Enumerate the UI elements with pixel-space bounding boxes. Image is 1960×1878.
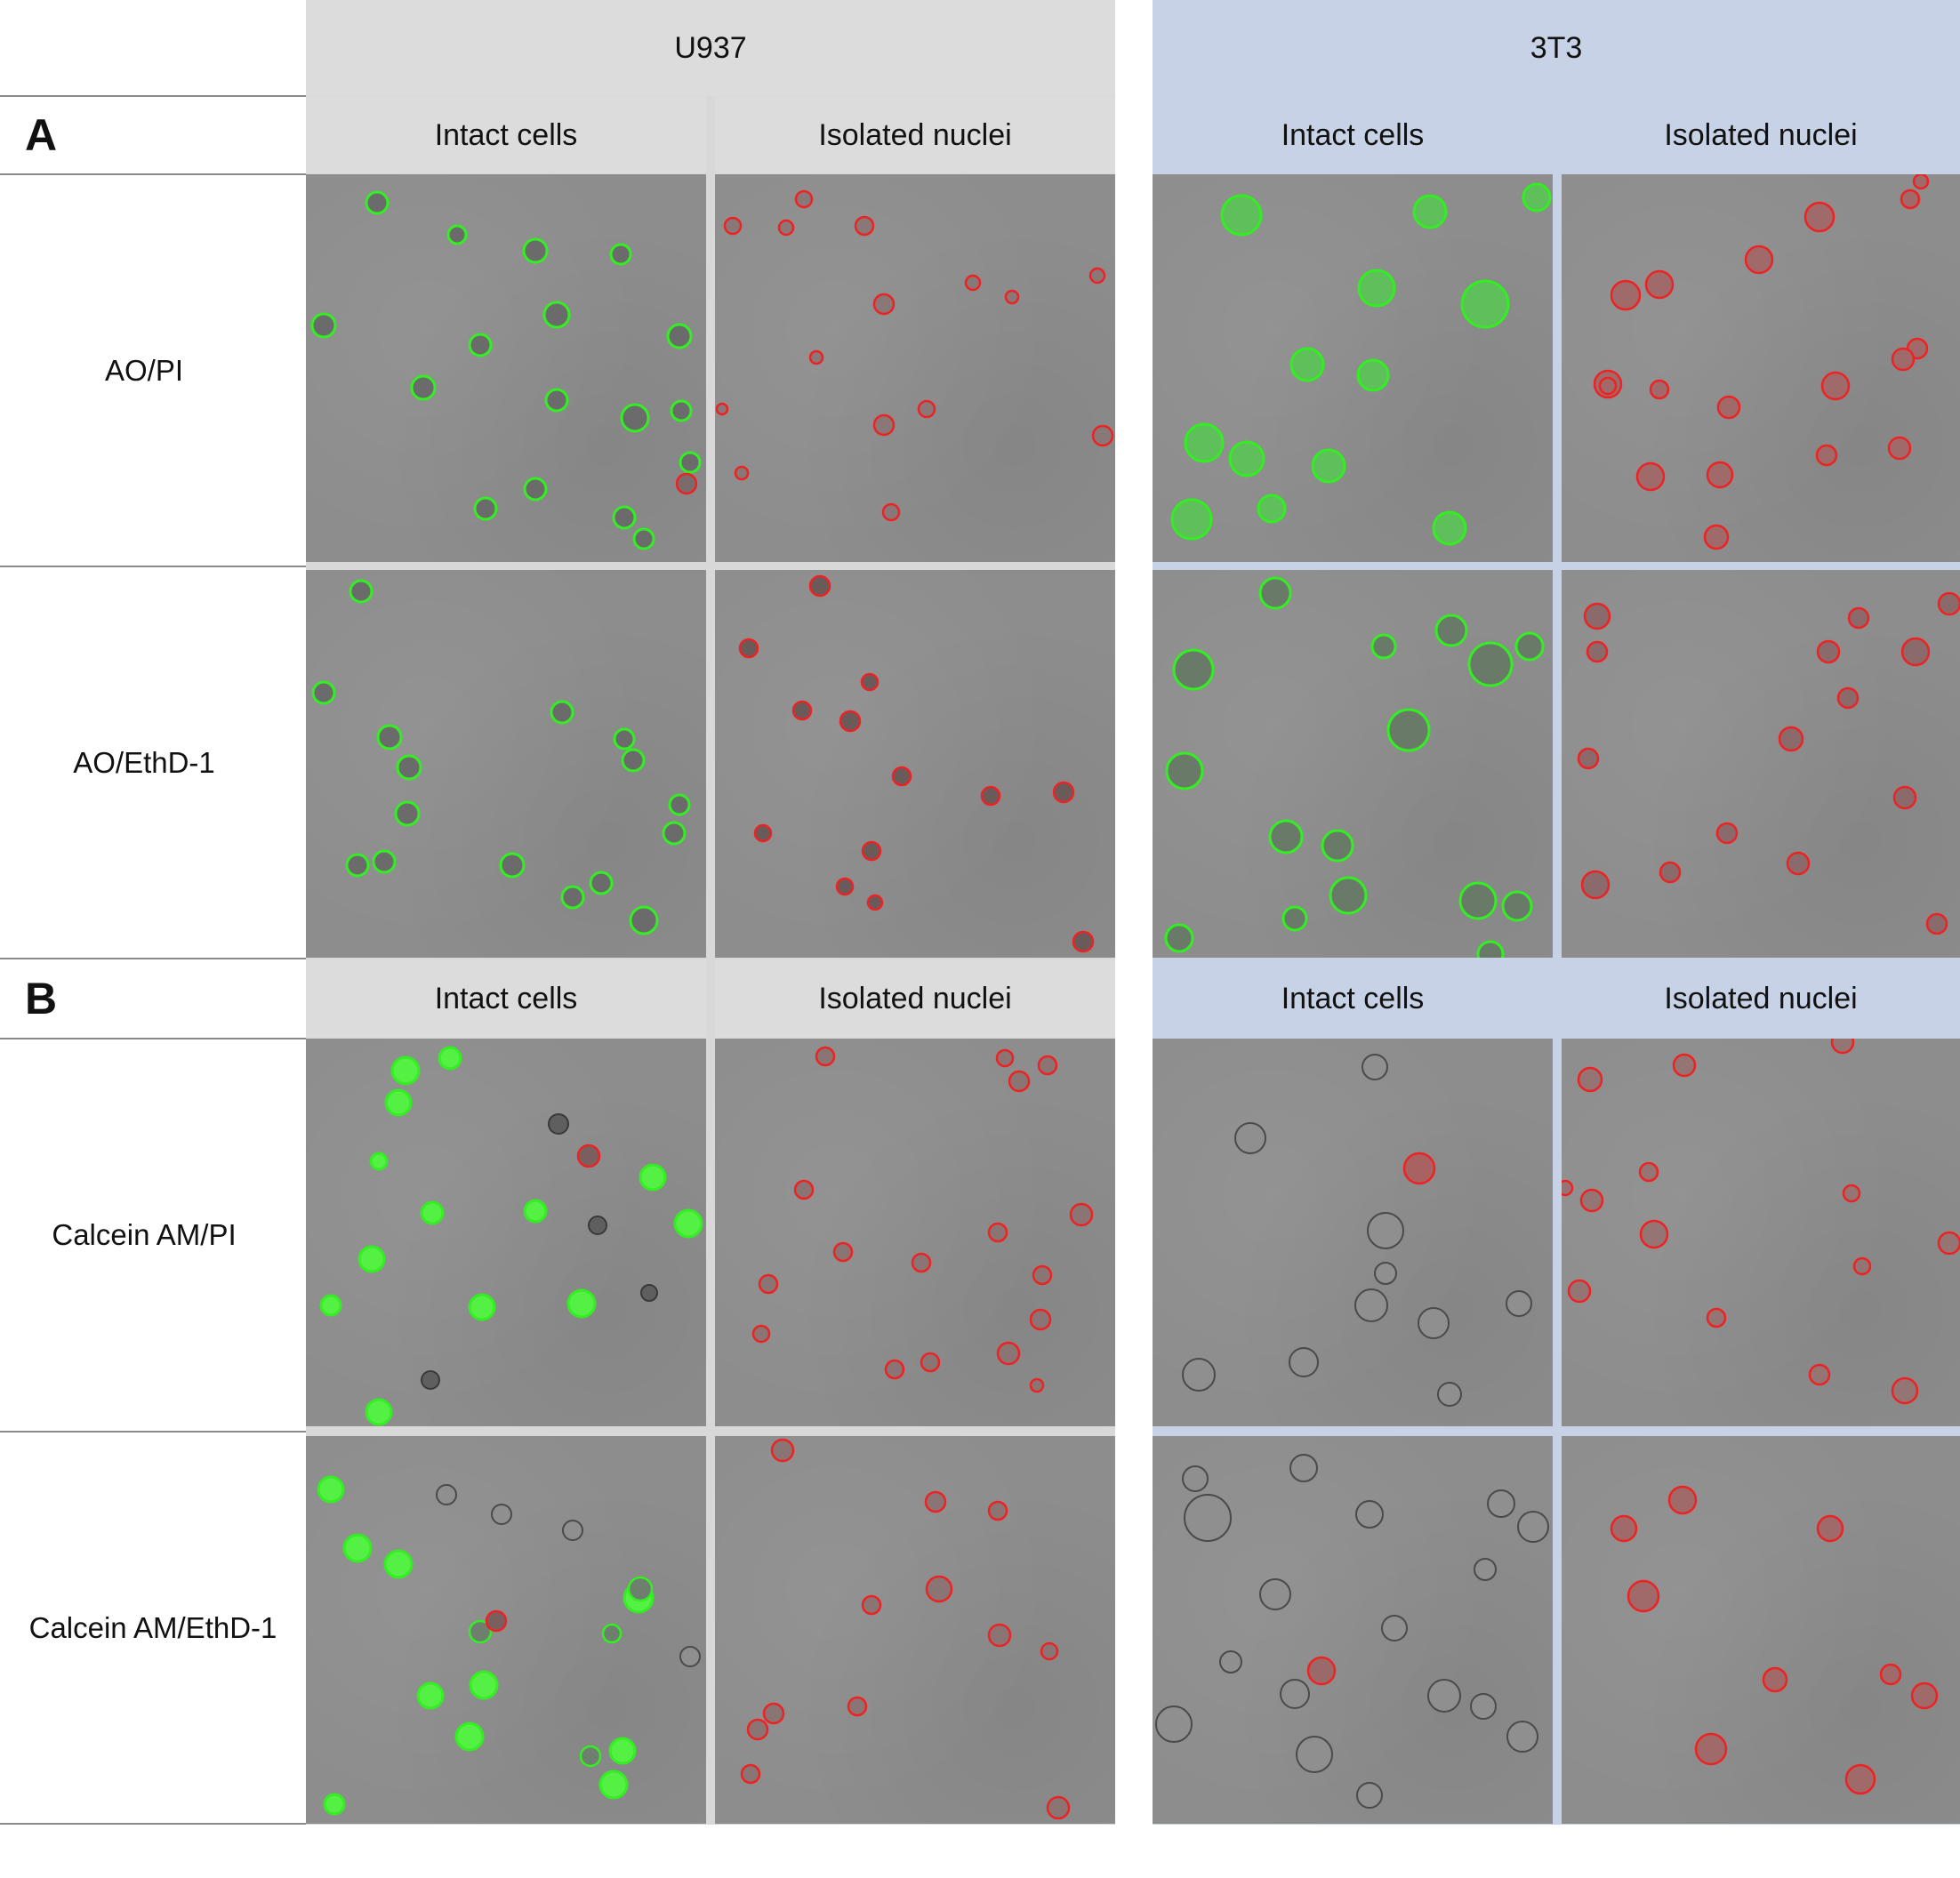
separator-line: [0, 1823, 306, 1825]
subheader-3t3-nuclei-a: Isolated nuclei: [1562, 97, 1960, 173]
section-label-b: B: [25, 974, 58, 1023]
micrograph-3t3-intact-calcein-pi: [1153, 1039, 1553, 1426]
micrograph-3t3-nuclei-calcein-pi: [1562, 1039, 1960, 1426]
section-label-a: A: [25, 110, 58, 160]
separator-line: [0, 958, 306, 959]
micrograph-3t3-nuclei-ao-ethd1: [1562, 570, 1960, 958]
micrograph-u937-nuclei-ao-ethd1: [715, 570, 1115, 958]
cell-overlay: [1164, 576, 1545, 958]
micrograph-u937-nuclei-calcein-ethd1: [715, 1436, 1115, 1824]
cell-overlay: [1170, 182, 1552, 546]
cell-overlay: [319, 1046, 703, 1426]
cell-overlay: [1182, 1054, 1532, 1407]
cell-overlay: [1610, 1485, 1939, 1795]
subheader-label: Intact cells: [1281, 117, 1425, 152]
cell-overlay: [317, 1475, 701, 1816]
subheader-3t3-intact-a: Intact cells: [1153, 97, 1553, 173]
cell-overlay: [715, 189, 1114, 522]
micrograph-3t3-intact-ao-pi: [1153, 174, 1553, 562]
subheader-u937-intact-b: Intact cells: [306, 959, 706, 1038]
cell-overlay: [1562, 1039, 1960, 1405]
row-label-calcein-pi: Calcein AM/PI: [52, 1218, 237, 1251]
separator-line: [0, 1431, 306, 1433]
micrograph-u937-intact-calcein-pi: [306, 1039, 706, 1426]
micrograph-u937-nuclei-calcein-pi: [715, 1039, 1115, 1426]
header-u937: U937: [306, 0, 1115, 96]
header-u937-label: U937: [674, 30, 747, 65]
separator-line: [0, 1038, 306, 1039]
cell-overlay: [311, 579, 691, 935]
micrograph-3t3-intact-calcein-ethd1: [1153, 1436, 1553, 1824]
subheader-3t3-intact-b: Intact cells: [1153, 959, 1553, 1038]
subheader-u937-nuclei-a: Isolated nuclei: [715, 97, 1115, 173]
header-3t3-label: 3T3: [1530, 30, 1583, 65]
row-label-ao-pi: AO/PI: [104, 353, 184, 387]
micrograph-u937-intact-ao-ethd1: [306, 570, 706, 958]
subheader-label: Intact cells: [434, 117, 578, 152]
subheader-3t3-nuclei-b: Isolated nuclei: [1562, 959, 1960, 1038]
cell-overlay: [1577, 591, 1960, 935]
header-3t3: 3T3: [1153, 0, 1960, 96]
cell-overlay: [310, 190, 702, 550]
cell-overlay: [1593, 174, 1930, 550]
subheader-label: Isolated nuclei: [1664, 981, 1858, 1015]
cell-overlay: [740, 1438, 1071, 1820]
subheader-label: Isolated nuclei: [818, 117, 1012, 152]
row-label-ao-ethd1: AO/EthD-1: [73, 745, 215, 779]
cell-overlay: [738, 574, 1095, 953]
row-label-calcein-ethd1: Calcein AM/EthD-1: [28, 1610, 277, 1644]
micrograph-3t3-nuclei-ao-pi: [1562, 174, 1960, 562]
separator-line: [0, 95, 306, 97]
micrograph-3t3-nuclei-calcein-ethd1: [1562, 1436, 1960, 1824]
cell-overlay: [1155, 1454, 1549, 1809]
micrograph-u937-intact-ao-pi: [306, 174, 706, 562]
subheader-u937-intact-a: Intact cells: [306, 97, 706, 173]
separator-line: [0, 173, 306, 175]
cell-overlay: [751, 1046, 1094, 1393]
subheader-label: Isolated nuclei: [1664, 117, 1858, 152]
subheader-label: Intact cells: [1281, 981, 1425, 1015]
separator-line: [0, 566, 306, 567]
micrograph-u937-nuclei-ao-pi: [715, 174, 1115, 562]
subheader-label: Isolated nuclei: [818, 981, 1012, 1015]
subheader-u937-nuclei-b: Isolated nuclei: [715, 959, 1115, 1038]
micrograph-u937-intact-calcein-ethd1: [306, 1436, 706, 1824]
micrograph-3t3-intact-ao-ethd1: [1153, 570, 1553, 958]
subheader-label: Intact cells: [434, 981, 578, 1015]
